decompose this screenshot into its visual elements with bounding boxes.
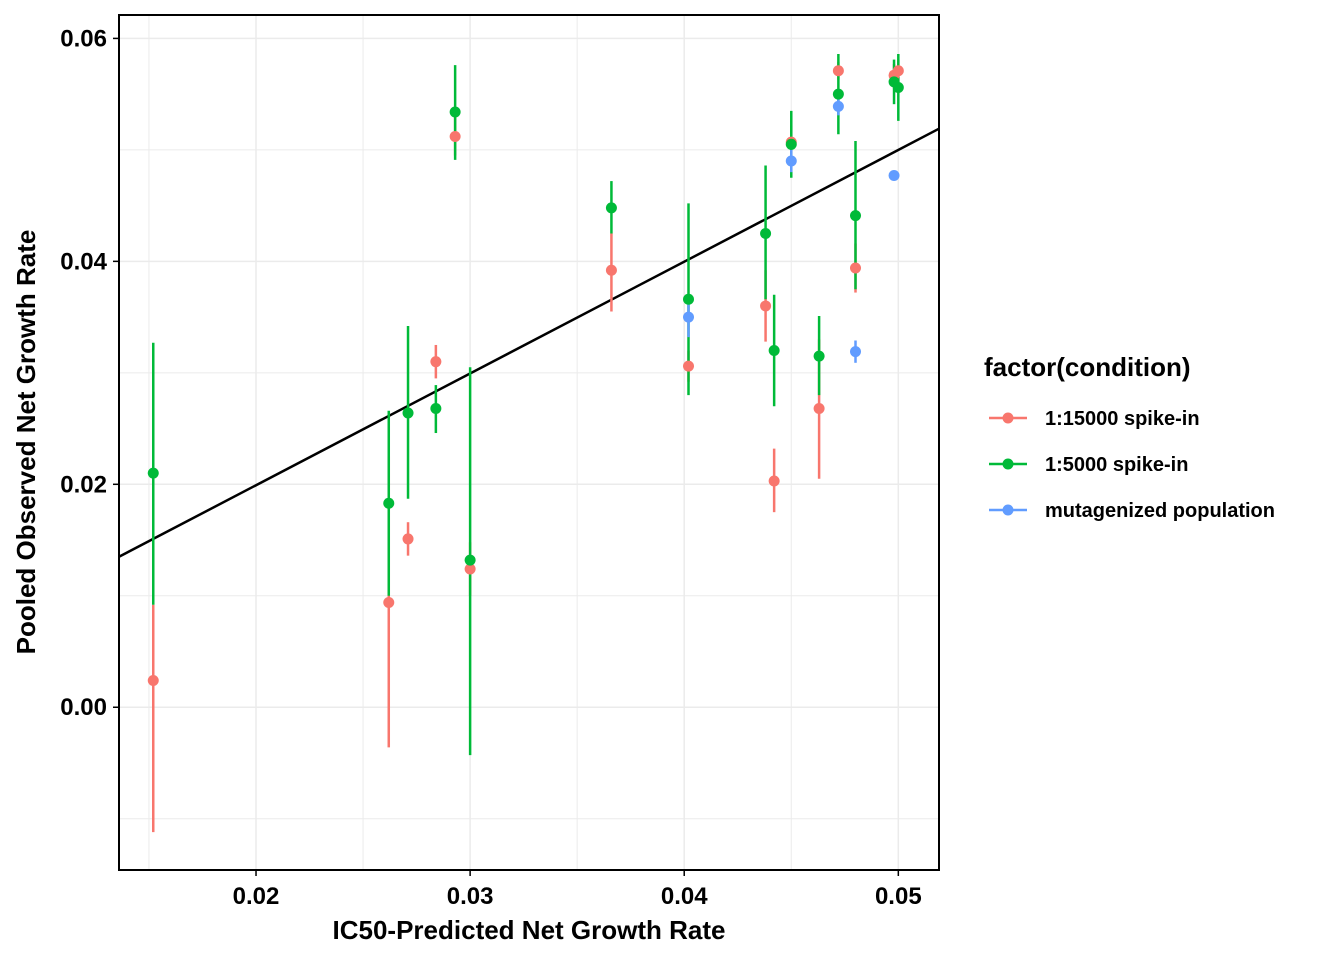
data-point (449, 131, 461, 143)
legend-label: 1:5000 spike-in (1045, 454, 1188, 476)
data-point (832, 65, 844, 77)
x-axis: 0.02 0.03 0.04 0.05 (233, 870, 922, 910)
y-tick-label: 0.06 (60, 25, 107, 52)
data-point (892, 81, 904, 93)
data-point (605, 264, 617, 276)
data-point (832, 100, 844, 112)
data-point (402, 407, 414, 419)
data-point (464, 563, 476, 575)
regression-line (118, 127, 940, 558)
data-point (383, 596, 395, 608)
data-point (785, 155, 797, 167)
data-point (760, 300, 772, 312)
y-tick-label: 0.02 (60, 471, 107, 498)
data-point (449, 106, 461, 118)
data-points (147, 65, 904, 686)
data-point (768, 475, 780, 487)
legend-label: 1:15000 spike-in (1045, 408, 1200, 430)
data-point (888, 170, 900, 182)
legend-key-point (1002, 412, 1014, 424)
data-point (147, 467, 159, 479)
x-tick-label: 0.03 (447, 883, 494, 910)
legend-key-point (1002, 504, 1014, 516)
data-point (892, 65, 904, 77)
legend-key-point (1002, 458, 1014, 470)
data-point (383, 497, 395, 509)
data-point (147, 674, 159, 686)
legend-items: 1:15000 spike-in 1:5000 spike-in mutageniz… (989, 408, 1275, 522)
legend-label: mutagenized population (1045, 500, 1275, 522)
data-point (464, 554, 476, 566)
data-point (430, 403, 442, 415)
data-point (430, 356, 442, 368)
x-tick-label: 0.02 (233, 883, 280, 910)
data-point (850, 346, 862, 358)
x-tick-label: 0.04 (661, 883, 708, 910)
y-axis: 0.00 0.02 0.04 0.06 (60, 25, 119, 721)
data-point (768, 345, 780, 357)
data-point (832, 88, 844, 100)
error-bars (152, 54, 900, 833)
data-point (813, 350, 825, 362)
x-axis-title: IC50-Predicted Net Growth Rate (333, 915, 726, 945)
y-axis-title: Pooled Observed Net Growth Rate (11, 230, 41, 655)
data-point (683, 360, 695, 372)
legend-title: factor(condition) (984, 352, 1191, 382)
data-point (850, 210, 862, 222)
data-point (683, 311, 695, 323)
y-tick-label: 0.00 (60, 694, 107, 721)
plot-panel-border (118, 14, 940, 871)
legend: factor(condition) 1:15000 spike-in 1:5000… (984, 352, 1275, 522)
fit-line-layer (118, 127, 940, 558)
x-tick-label: 0.05 (875, 883, 922, 910)
y-tick-label: 0.04 (60, 248, 107, 275)
data-point (683, 293, 695, 305)
data-point (813, 403, 825, 415)
data-point (605, 202, 617, 214)
data-point (402, 533, 414, 545)
data-point (785, 138, 797, 150)
data-point (760, 227, 772, 239)
data-point (850, 262, 862, 274)
